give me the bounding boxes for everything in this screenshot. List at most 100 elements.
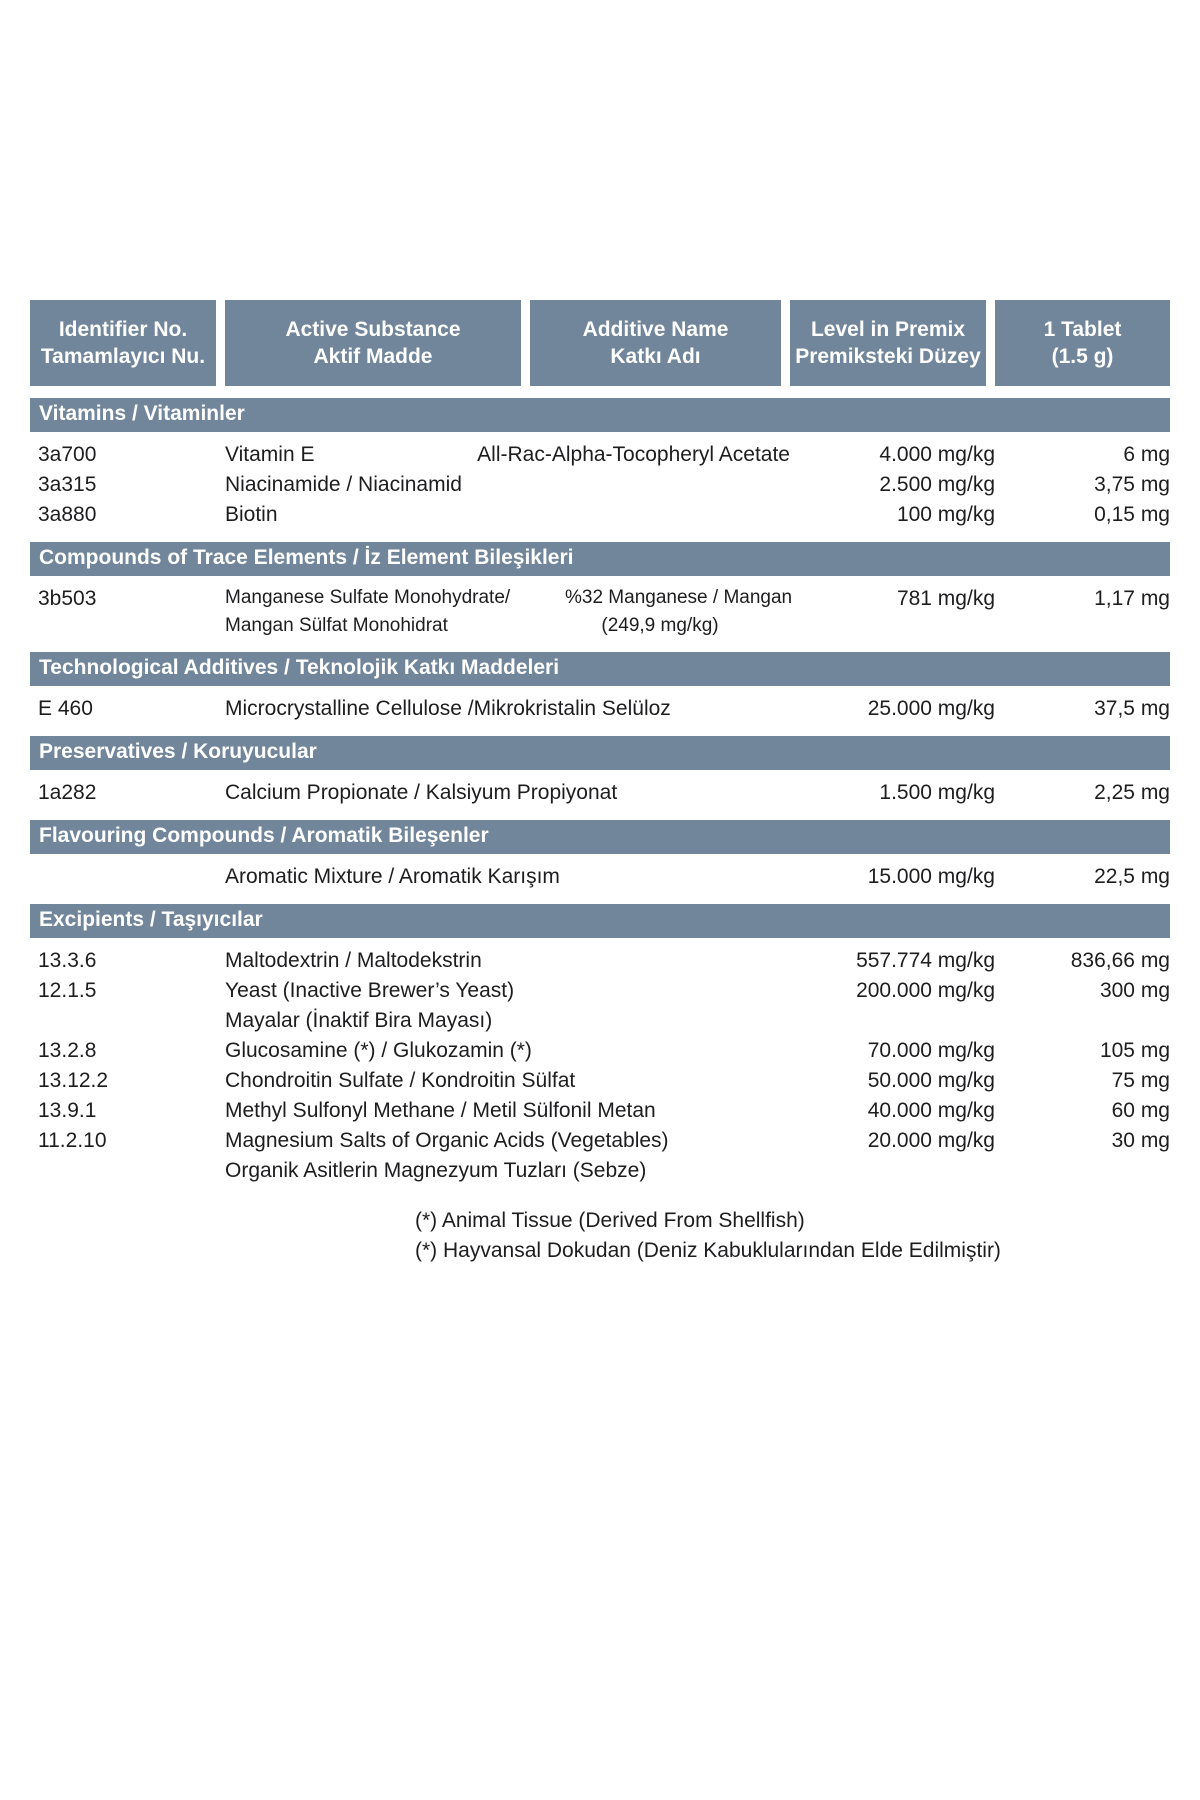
table-header-row: Identifier No. Tamamlayıcı Nu. Active Su… (30, 300, 1170, 386)
section-rows: 1a282 Calcium Propionate / Kalsiyum Prop… (30, 770, 1170, 808)
active-substance: Aromatic Mixture / Aromatik Karışım (225, 865, 560, 888)
identifier-no: 13.9.1 (38, 1099, 97, 1122)
active-substance: Manganese Sulfate Monohydrate/ Mangan Sü… (225, 584, 530, 640)
additive-name-line: %32 Manganese / Mangan (565, 587, 793, 608)
table-row: 3b503 Manganese Sulfate Monohydrate/ Man… (30, 584, 1170, 640)
active-substance: Maltodextrin / Maltodekstrin (225, 949, 482, 972)
section-vitamins: Vitamins / Vitaminler 3a700 Vitamin E Al… (30, 398, 1170, 530)
additive-name (530, 470, 790, 500)
section-title: Preservatives / Koruyucular (30, 736, 1170, 770)
active-substance: Methyl Sulfonyl Methane / Metil Sülfonil… (225, 1099, 656, 1122)
active-substance-line: Mangan Sülfat Monohidrat (225, 615, 448, 636)
header-line: 1 Tablet (1043, 317, 1122, 341)
table-row: Aromatic Mixture / Aromatik Karışım 15.0… (30, 862, 1170, 892)
active-substance: Microcrystalline Cellulose /Mikrokristal… (225, 697, 671, 720)
footnotes: (*) Animal Tissue (Derived From Shellfis… (415, 1206, 1170, 1266)
additive-name (530, 778, 790, 808)
tablet-amount: 37,5 mg (1094, 697, 1170, 720)
level-in-premix: 20.000 mg/kg (867, 1129, 995, 1152)
identifier-no: 13.2.8 (38, 1039, 97, 1062)
tablet-amount: 300 mg (1099, 979, 1170, 1002)
active-substance: Yeast (Inactive Brewer’s Yeast) Mayalar … (225, 976, 530, 1036)
additive-name (530, 1126, 790, 1186)
tablet-amount: 60 mg (1111, 1099, 1170, 1122)
level-in-premix: 4.000 mg/kg (879, 443, 995, 466)
table-row: 12.1.5 Yeast (Inactive Brewer’s Yeast) M… (30, 976, 1170, 1036)
table-row: 13.3.6 Maltodextrin / Maltodekstrin 557.… (30, 946, 1170, 976)
identifier-no: 3a700 (38, 443, 97, 466)
section-technological-additives: Technological Additives / Teknolojik Kat… (30, 652, 1170, 724)
active-substance-line: Manganese Sulfate Monohydrate/ (225, 587, 511, 608)
additive-name (530, 976, 790, 1036)
table-row: 13.12.2 Chondroitin Sulfate / Kondroitin… (30, 1066, 1170, 1096)
section-title: Technological Additives / Teknolojik Kat… (30, 652, 1170, 686)
section-title: Compounds of Trace Elements / İz Element… (30, 542, 1170, 576)
section-rows: E 460 Microcrystalline Cellulose /Mikrok… (30, 686, 1170, 724)
active-substance-line: Mayalar (İnaktif Bira Mayası) (225, 1009, 493, 1032)
table-row: 3a315 Niacinamide / Niacinamid 2.500 mg/… (30, 470, 1170, 500)
active-substance: Vitamin E (225, 443, 315, 466)
section-trace-elements: Compounds of Trace Elements / İz Element… (30, 542, 1170, 640)
footnote-line: (*) Animal Tissue (Derived From Shellfis… (415, 1209, 805, 1232)
identifier-no: 13.12.2 (38, 1069, 109, 1092)
identifier-no: 3a315 (38, 473, 97, 496)
additive-name (530, 946, 790, 976)
tablet-amount: 0,15 mg (1094, 503, 1170, 526)
header-identifier-no: Identifier No. Tamamlayıcı Nu. (30, 300, 216, 386)
section-title: Flavouring Compounds / Aromatik Bileşenl… (30, 820, 1170, 854)
header-line: Aktif Madde (313, 345, 433, 368)
level-in-premix: 70.000 mg/kg (867, 1039, 995, 1062)
identifier-no (30, 862, 225, 892)
identifier-no: 3a880 (38, 503, 97, 526)
footnote-line: (*) Hayvansal Dokudan (Deniz Kabukluları… (415, 1239, 1001, 1262)
header-line: Tamamlayıcı Nu. (40, 345, 206, 368)
header-level-in-premix: Level in Premix Premiksteki Düzey (790, 300, 986, 386)
identifier-no: 11.2.10 (38, 1129, 107, 1152)
section-preservatives: Preservatives / Koruyucular 1a282 Calciu… (30, 736, 1170, 808)
header-line: Identifier No. (58, 317, 188, 341)
level-in-premix: 100 mg/kg (896, 503, 995, 526)
additive-name: All-Rac-Alpha-Tocopheryl Acetate (477, 443, 790, 466)
level-in-premix: 40.000 mg/kg (867, 1099, 995, 1122)
table-row: 1a282 Calcium Propionate / Kalsiyum Prop… (30, 778, 1170, 808)
table-row: 11.2.10 Magnesium Salts of Organic Acids… (30, 1126, 1170, 1186)
active-substance: Calcium Propionate / Kalsiyum Propiyonat (225, 781, 618, 804)
level-in-premix: 2.500 mg/kg (879, 473, 995, 496)
section-rows: Aromatic Mixture / Aromatik Karışım 15.0… (30, 854, 1170, 892)
section-title: Vitamins / Vitaminler (30, 398, 1170, 432)
header-line: Katkı Adı (610, 345, 701, 368)
header-line: Premiksteki Düzey (795, 345, 981, 368)
header-line: Active Substance (285, 317, 461, 341)
header-active-substance: Active Substance Aktif Madde (225, 300, 521, 386)
active-substance: Magnesium Salts of Organic Acids (Vegeta… (225, 1126, 669, 1186)
active-substance-line: Yeast (Inactive Brewer’s Yeast) (225, 979, 515, 1002)
header-additive-name: Additive Name Katkı Adı (530, 300, 781, 386)
level-in-premix: 50.000 mg/kg (867, 1069, 995, 1092)
section-flavouring-compounds: Flavouring Compounds / Aromatik Bileşenl… (30, 820, 1170, 892)
tablet-amount: 105 mg (1099, 1039, 1170, 1062)
identifier-no: 3b503 (38, 587, 97, 610)
section-title: Excipients / Taşıyıcılar (30, 904, 1170, 938)
table-row: 3a880 Biotin 100 mg/kg 0,15 mg (30, 500, 1170, 530)
additive-name (530, 500, 790, 530)
active-and-additive: Vitamin E All-Rac-Alpha-Tocopheryl Aceta… (225, 440, 790, 470)
active-substance: Glucosamine (*) / Glukozamin (*) (225, 1039, 532, 1062)
active-substance: Niacinamide / Niacinamid (225, 473, 462, 496)
table-row: E 460 Microcrystalline Cellulose /Mikrok… (30, 694, 1170, 724)
active-substance: Chondroitin Sulfate / Kondroitin Sülfat (225, 1069, 576, 1092)
table-row: 13.2.8 Glucosamine (*) / Glukozamin (*) … (30, 1036, 1170, 1066)
additive-name-line: (249,9 mg/kg) (601, 615, 719, 636)
level-in-premix: 1.500 mg/kg (879, 781, 995, 804)
identifier-no: 1a282 (38, 781, 97, 804)
tablet-amount: 6 mg (1123, 443, 1170, 466)
level-in-premix: 25.000 mg/kg (867, 697, 995, 720)
tablet-amount: 22,5 mg (1094, 865, 1170, 888)
section-rows: 3b503 Manganese Sulfate Monohydrate/ Man… (30, 576, 1170, 640)
level-in-premix: 781 mg/kg (896, 587, 995, 610)
identifier-no: 13.3.6 (38, 949, 97, 972)
identifier-no: E 460 (38, 697, 93, 720)
additive-name (530, 1096, 790, 1126)
additive-name (530, 1066, 790, 1096)
tablet-amount: 30 mg (1111, 1129, 1170, 1152)
